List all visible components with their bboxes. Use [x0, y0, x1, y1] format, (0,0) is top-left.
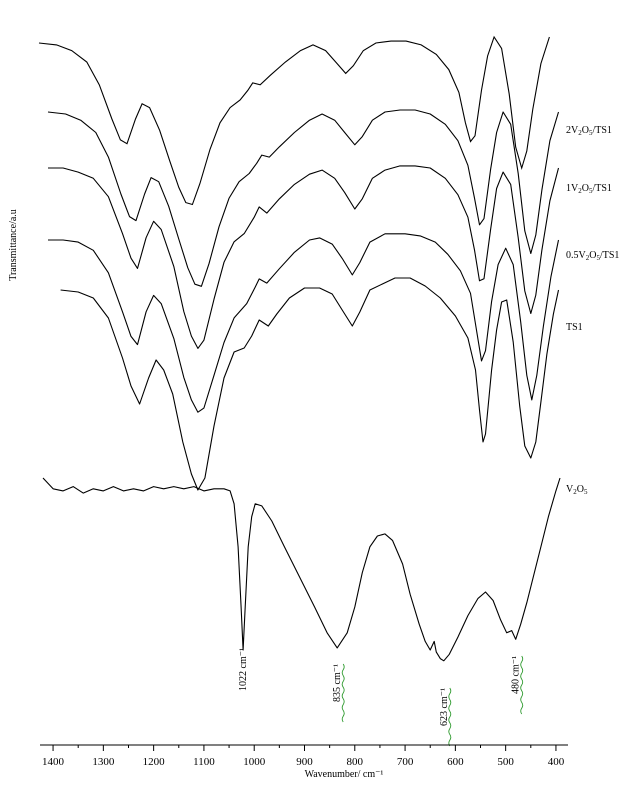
- peak-label-2: 623 cm⁻¹: [439, 688, 450, 726]
- x-tick-label: 500: [497, 756, 514, 768]
- peak-label-underline-2: [448, 687, 452, 747]
- peak-label-0: 1022 cm⁻¹: [238, 648, 249, 691]
- y-axis-label: Transmittance/a.u: [8, 209, 19, 281]
- series-line-2: [48, 165, 560, 349]
- spectra-group: [38, 35, 561, 662]
- series-line-4: [42, 477, 561, 662]
- x-tick-label: 1100: [193, 756, 215, 768]
- x-axis: 1400 1300 1200 1100 1000 900 800 700 600 500 400: [40, 744, 568, 768]
- series-line-top: [38, 35, 550, 206]
- series-label-0: TS1: [566, 322, 583, 333]
- series-label-1: 0.5V2O5/TS1: [566, 250, 619, 262]
- peak-label-underline-3: [520, 655, 524, 715]
- series-label-4: V2O5: [566, 484, 588, 496]
- x-tick-label: 1400: [42, 756, 65, 768]
- peak-label-3: 480 cm⁻¹: [511, 656, 522, 694]
- x-tick-label: 600: [447, 756, 464, 768]
- x-tick-label: 1000: [243, 756, 266, 768]
- peak-label-1: 835 cm⁻¹: [332, 664, 343, 702]
- x-tick-label: 800: [347, 756, 364, 768]
- x-tick-label: 900: [296, 756, 313, 768]
- series-line-1: [48, 233, 560, 413]
- x-tick-label: 1300: [92, 756, 115, 768]
- x-tick-label: 700: [397, 756, 414, 768]
- peak-label-underline-1: [341, 663, 345, 723]
- x-tick-label: 400: [548, 756, 565, 768]
- series-line-0: [60, 277, 560, 491]
- peak-annotations: 1022 cm⁻¹ 835 cm⁻¹ 623 cm⁻¹ 480 cm⁻¹: [238, 648, 524, 747]
- series-line-3: [47, 109, 560, 287]
- series-labels: TS1 0.5V2O5/TS1 1V2O5/TS1 2V2O5/TS1 V2O5: [566, 125, 619, 496]
- x-tick-label: 1200: [143, 756, 166, 768]
- series-label-3: 2V2O5/TS1: [566, 125, 612, 137]
- series-label-2: 1V2O5/TS1: [566, 183, 612, 195]
- x-axis-label: Wavenumber/ cm⁻¹: [305, 769, 384, 780]
